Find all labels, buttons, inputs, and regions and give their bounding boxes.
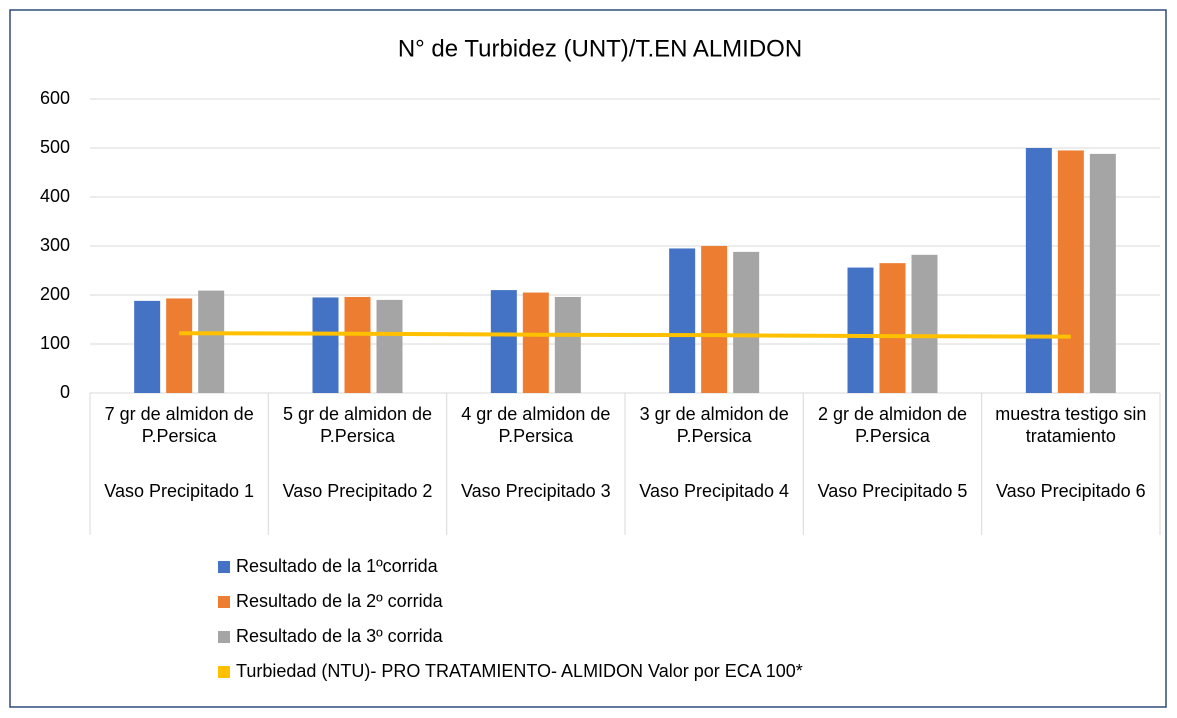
x-tick-label: 4 gr de almidon de P.Persica: [461, 404, 611, 446]
line: [179, 331, 1071, 339]
bar: [1089, 153, 1116, 393]
bar: [376, 299, 403, 393]
bar: [134, 300, 161, 393]
bar: [554, 296, 581, 393]
y-tick-label: 500: [40, 137, 70, 157]
legend-swatch: [218, 596, 230, 608]
x-group-label: Vaso Precipitado 6: [995, 481, 1146, 501]
y-tick-label: 300: [40, 235, 70, 255]
bar: [847, 267, 874, 393]
x-group-label: Vaso Precipitado 4: [639, 481, 790, 501]
legend-label: Turbiedad (NTU)- PRO TRATAMIENTO- ALMIDO…: [236, 661, 803, 681]
legend-label: Resultado de la 2º corrida: [236, 591, 444, 611]
bar: [879, 263, 906, 393]
y-tick-label: 400: [40, 186, 70, 206]
x-tick-label: 7 gr de almidon de P.Persica: [104, 404, 254, 446]
x-group-label: Vaso Precipitado 3: [460, 481, 611, 501]
x-group-label: Vaso Precipitado 2: [282, 481, 433, 501]
bar: [344, 296, 371, 393]
bar: [522, 292, 549, 393]
y-tick-label: 200: [40, 284, 70, 304]
x-group-label: Vaso Precipitado 5: [817, 481, 968, 501]
x-tick-label: muestra testigo sin tratamiento: [995, 404, 1147, 446]
bar: [701, 246, 728, 393]
chart-title: N° de Turbidez (UNT)/T.EN ALMIDON: [398, 35, 802, 62]
legend-swatch: [218, 561, 230, 573]
y-tick-label: 600: [40, 88, 70, 108]
legend-swatch: [218, 666, 230, 678]
bar: [1025, 148, 1052, 393]
bar: [669, 248, 696, 393]
bar: [733, 251, 760, 393]
legend-swatch: [218, 631, 230, 643]
bar: [198, 290, 225, 393]
bar: [911, 254, 938, 393]
x-group-label: Vaso Precipitado 1: [104, 481, 255, 501]
bar: [312, 297, 339, 393]
bar: [490, 290, 517, 393]
legend-label: Resultado de la 1ºcorrida: [236, 556, 439, 576]
x-tick-label: 5 gr de almidon de P.Persica: [282, 404, 433, 446]
y-tick-label: 100: [40, 333, 70, 353]
bar: [1057, 150, 1084, 393]
x-tick-label: 3 gr de almidon de P.Persica: [639, 404, 789, 446]
legend-label: Resultado de la 3º corrida: [236, 626, 444, 646]
bar: [166, 298, 193, 393]
y-tick-label: 0: [60, 382, 70, 402]
x-tick-label: 2 gr de almidon de P.Persica: [817, 404, 968, 446]
